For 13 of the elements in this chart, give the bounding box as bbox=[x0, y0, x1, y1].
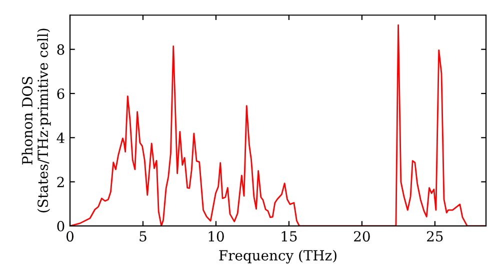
x-tick-label: 5 bbox=[140, 231, 146, 242]
x-tick-label: 25 bbox=[427, 231, 443, 242]
y-tick-label: 2 bbox=[57, 176, 64, 188]
x-axis-title: Frequency (THz) bbox=[219, 250, 336, 264]
x-tick-label: 0 bbox=[66, 231, 74, 242]
y-tick-label: 0 bbox=[57, 220, 64, 232]
y-tick-label: 8 bbox=[57, 44, 64, 55]
x-tick-label: 10 bbox=[208, 231, 224, 242]
y-tick-label: 4 bbox=[56, 132, 64, 143]
y-tick-label: 6 bbox=[57, 88, 64, 99]
x-tick-label: 15 bbox=[282, 231, 297, 242]
x-tick-label: 20 bbox=[354, 231, 370, 242]
y-axis-title: Phonon DOS (States/THz·primitive cell) bbox=[22, 28, 51, 212]
